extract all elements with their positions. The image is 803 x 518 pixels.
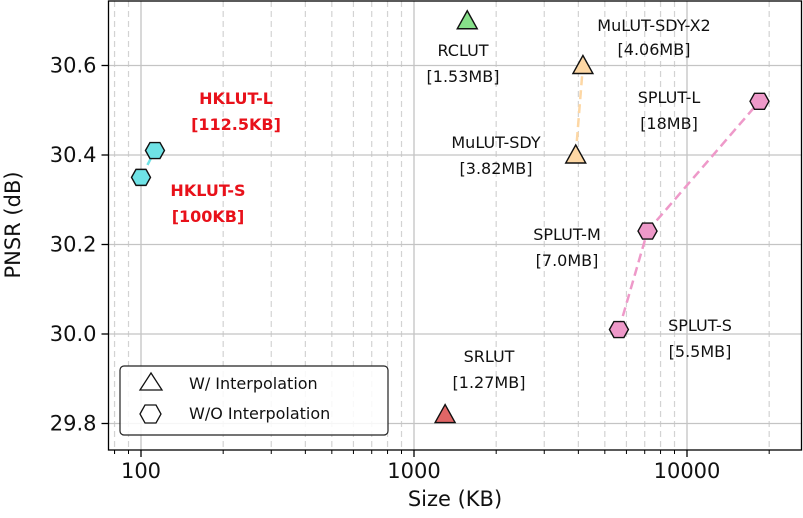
point-size-label: [18MB] bbox=[640, 114, 698, 133]
point-name-label: SPLUT-L bbox=[638, 88, 701, 107]
point-size-label: [5.5MB] bbox=[669, 342, 732, 361]
point-size-label: [112.5KB] bbox=[191, 115, 281, 134]
connector-line bbox=[646, 100, 761, 232]
y-tick-label: 30.6 bbox=[50, 54, 97, 78]
point-size-label: [100KB] bbox=[172, 207, 245, 226]
y-axis-ticks: 29.8 30.0 30.2 30.4 30.6 bbox=[50, 54, 109, 436]
point-name-label: RCLUT bbox=[437, 41, 488, 60]
point-labels: HKLUT-S [100KB] HKLUT-L [112.5KB] RCLUT [1.53… bbox=[170, 16, 732, 392]
x-axis-label: Size (KB) bbox=[408, 487, 502, 511]
hexagon-marker-icon bbox=[130, 168, 152, 187]
major-gridlines bbox=[108, 1, 802, 450]
y-tick-label: 29.8 bbox=[50, 412, 97, 436]
legend: W/ Interpolation W/O Interpolation bbox=[119, 365, 389, 436]
connector-line bbox=[617, 230, 649, 330]
point-name-label: HKLUT-L bbox=[199, 89, 273, 108]
hexagon-marker-icon bbox=[608, 320, 630, 339]
point-name-label: MuLUT-SDY bbox=[451, 133, 540, 152]
legend-triangle-icon bbox=[138, 371, 164, 391]
point-name-label: SPLUT-M bbox=[533, 225, 601, 244]
legend-hexagon-icon bbox=[139, 404, 162, 424]
point-size-label: [1.27MB] bbox=[453, 373, 526, 392]
legend-label-no-interp: W/O Interpolation bbox=[189, 404, 330, 423]
triangle-marker-icon bbox=[564, 143, 587, 164]
triangle-marker-icon bbox=[433, 403, 457, 424]
hexagon-marker-icon bbox=[749, 92, 770, 111]
y-tick-label: 30.2 bbox=[50, 233, 97, 257]
x-tick-label: 10000 bbox=[654, 459, 721, 483]
x-tick-label: 1000 bbox=[387, 459, 440, 483]
hexagon-marker-icon bbox=[144, 141, 166, 160]
x-tick-label: 100 bbox=[121, 459, 161, 483]
point-size-label: [1.53MB] bbox=[427, 67, 500, 86]
point-size-label: [3.82MB] bbox=[460, 159, 533, 178]
point-name-label: MuLUT-SDY-X2 bbox=[597, 16, 710, 35]
x-axis-ticks: 100 1000 10000 bbox=[114, 450, 770, 483]
y-axis-label: PNSR (dB) bbox=[1, 171, 25, 278]
legend-box bbox=[119, 365, 389, 436]
point-name-label: SPLUT-S bbox=[668, 316, 732, 335]
point-size-label: [7.0MB] bbox=[536, 251, 599, 270]
triangle-marker-icon bbox=[456, 9, 479, 30]
connector-line bbox=[574, 65, 585, 156]
minor-gridlines bbox=[113, 1, 770, 450]
triangle-marker-icon bbox=[571, 54, 595, 75]
point-size-label: [4.06MB] bbox=[618, 40, 691, 59]
y-tick-label: 30.4 bbox=[50, 143, 97, 167]
plot-frame bbox=[107, 0, 803, 451]
point-name-label: SRLUT bbox=[464, 347, 515, 366]
y-tick-label: 30.0 bbox=[50, 322, 97, 346]
point-name-label: HKLUT-S bbox=[170, 181, 245, 200]
data-points bbox=[130, 9, 770, 424]
hexagon-marker-icon bbox=[637, 222, 658, 240]
legend-label-interp: W/ Interpolation bbox=[189, 374, 318, 393]
